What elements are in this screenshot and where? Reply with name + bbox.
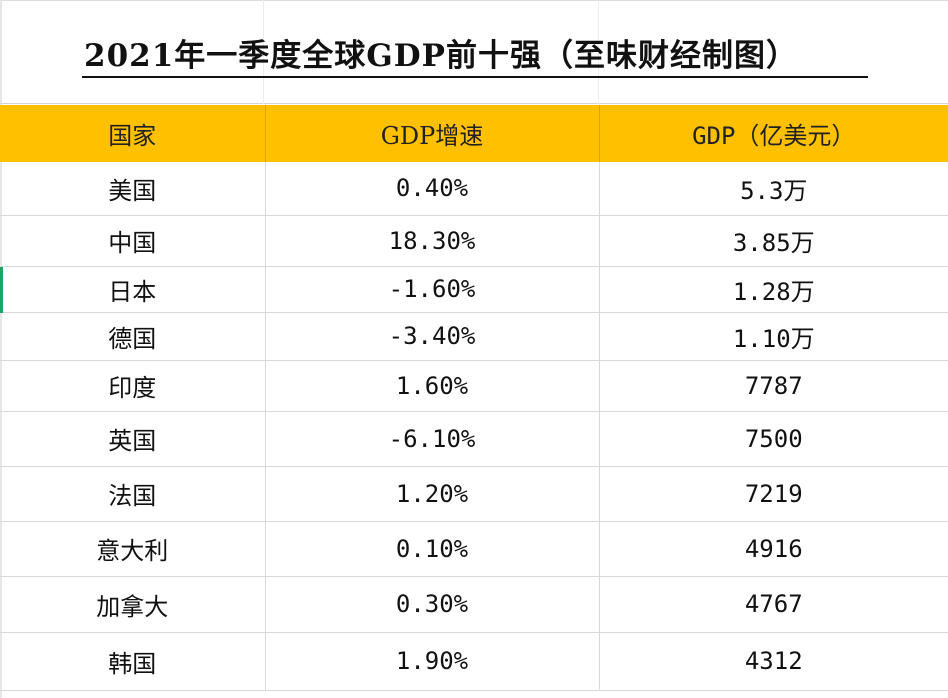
page-title: 2021年一季度全球GDP前十强（至味财经制图） [84,38,798,74]
table-row: 韩国 1.90% 4312 [0,632,948,691]
header-gdp[interactable]: GDP（亿美元） [599,105,948,162]
cell-growth[interactable]: -3.40% [265,312,600,361]
cell-growth[interactable]: -6.10% [265,411,600,467]
cell-country[interactable]: 印度 [0,360,266,412]
cell-country[interactable]: 英国 [0,411,266,467]
cell-country[interactable]: 加拿大 [0,576,266,633]
cell-country[interactable]: 意大利 [0,521,266,577]
cell-growth[interactable]: 1.20% [265,466,600,522]
cell-country[interactable]: 法国 [0,466,266,522]
cell-gdp[interactable]: 1.10万 [599,312,948,361]
cell-gdp[interactable]: 5.3万 [599,162,948,216]
table-row: 中国 18.30% 3.85万 [0,215,948,267]
cell-growth[interactable]: 0.40% [265,162,600,216]
cell-growth[interactable]: 18.30% [265,215,600,267]
table-row: 德国 -3.40% 1.10万 [0,312,948,361]
cell-gdp[interactable]: 4916 [599,521,948,577]
header-country[interactable]: 国家 [0,105,266,162]
cell-gdp[interactable]: 7500 [599,411,948,467]
cell-gdp[interactable]: 4767 [599,576,948,633]
gridline [598,0,599,104]
cell-country[interactable]: 德国 [0,312,266,361]
gdp-table: 国家 GDP增速 GDP（亿美元） 美国 0.40% 5.3万 中国 18.30… [0,105,948,691]
table-row: 意大利 0.10% 4916 [0,521,948,577]
table-row: 英国 -6.10% 7500 [0,411,948,467]
table-row: 印度 1.60% 7787 [0,360,948,412]
cell-country[interactable]: 中国 [0,215,266,267]
cell-gdp[interactable]: 7787 [599,360,948,412]
table-row: 加拿大 0.30% 4767 [0,576,948,633]
header-growth[interactable]: GDP增速 [265,105,600,162]
cell-country[interactable]: 日本 [0,266,266,313]
table-row: 美国 0.40% 5.3万 [0,162,948,216]
title-underline [82,76,868,78]
cell-gdp[interactable]: 7219 [599,466,948,522]
gridline [263,0,264,104]
cell-growth[interactable]: -1.60% [265,266,600,313]
cell-country[interactable]: 韩国 [0,632,266,691]
cell-gdp[interactable]: 4312 [599,632,948,691]
cell-gdp[interactable]: 1.28万 [599,266,948,313]
cell-growth[interactable]: 0.10% [265,521,600,577]
sheet-top-edge [0,0,948,1]
title-row[interactable]: 2021年一季度全球GDP前十强（至味财经制图） [0,0,948,104]
table-row: 日本 -1.60% 1.28万 [0,266,948,313]
cell-growth[interactable]: 1.60% [265,360,600,412]
cell-country[interactable]: 美国 [0,162,266,216]
cell-growth[interactable]: 0.30% [265,576,600,633]
cell-gdp[interactable]: 3.85万 [599,215,948,267]
cell-growth[interactable]: 1.90% [265,632,600,691]
table-row: 法国 1.20% 7219 [0,466,948,522]
row-selection-marker [0,267,3,313]
table-header-row: 国家 GDP增速 GDP（亿美元） [0,105,948,162]
